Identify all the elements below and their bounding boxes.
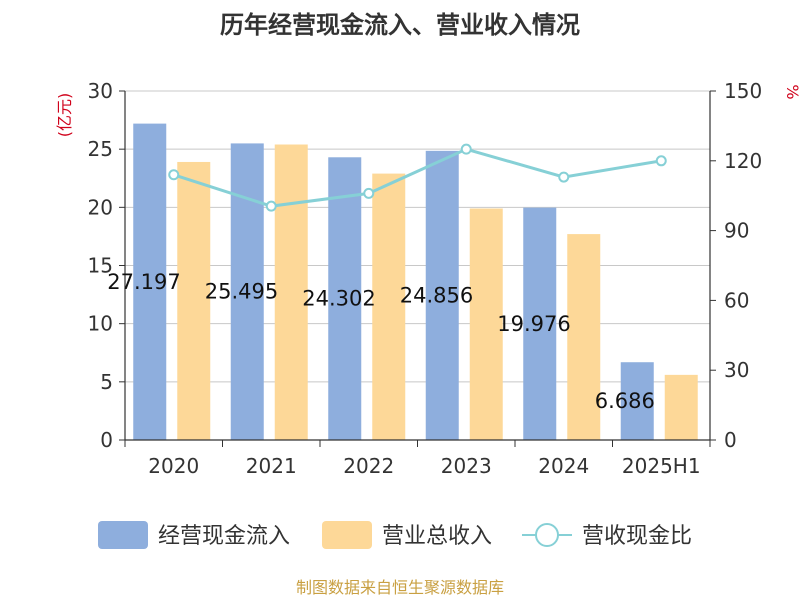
line-revenue-cash-ratio bbox=[173, 147, 662, 208]
bar-cash-inflow bbox=[620, 362, 654, 440]
plot-area: 0 5 10 15 20 25 30 0 30 60 90 120 150 (亿元)% 2020 2021 20… bbox=[55, 79, 800, 478]
y-left-tick-label: 30 bbox=[88, 79, 113, 103]
data-label-cash-inflow: 24.302 bbox=[302, 287, 375, 311]
y-right-tick-label: 150 bbox=[724, 79, 762, 103]
bar-cash-inflow bbox=[133, 123, 167, 441]
y-right-tick-label: 90 bbox=[724, 219, 749, 243]
y-right-tick-label: 30 bbox=[724, 358, 749, 382]
data-label-cash-inflow: 24.856 bbox=[400, 283, 473, 307]
y-left-tick-label: 15 bbox=[88, 254, 113, 278]
x-tick-label: 2022 bbox=[343, 454, 394, 478]
x-tick-label: 2023 bbox=[441, 454, 492, 478]
y-left-tick-label: 20 bbox=[88, 195, 113, 219]
legend-marker-2 bbox=[535, 523, 559, 547]
source-note: 制图数据来自恒生聚源数据库 bbox=[296, 578, 504, 597]
legend-swatch-1 bbox=[322, 521, 372, 549]
bar-revenue bbox=[372, 173, 406, 440]
x-tick-label: 2021 bbox=[246, 454, 297, 478]
y-right-axis-label: % bbox=[783, 84, 800, 99]
line-point-revenue-cash-ratio bbox=[460, 143, 472, 155]
line-point-revenue-cash-ratio bbox=[265, 200, 277, 212]
bar-revenue bbox=[177, 161, 211, 441]
line-point-revenue-cash-ratio bbox=[558, 171, 570, 183]
legend: 经营现金流入 营业总收入 营收现金比 bbox=[98, 521, 692, 549]
y-right-tick-label: 120 bbox=[724, 149, 762, 173]
bar-revenue bbox=[664, 374, 698, 440]
y-right-tick-label: 60 bbox=[724, 288, 749, 312]
bar-revenue bbox=[274, 144, 308, 440]
y-left-tick-label: 0 bbox=[100, 428, 113, 452]
x-tick-label: 2025H1 bbox=[622, 454, 701, 478]
bar-cash-inflow bbox=[425, 150, 459, 441]
data-label-cash-inflow: 27.197 bbox=[107, 270, 180, 294]
line-point-revenue-cash-ratio bbox=[655, 155, 667, 167]
chart-title: 历年经营现金流入、营业收入情况 bbox=[220, 11, 580, 39]
bar-revenue bbox=[567, 234, 601, 440]
data-label-cash-inflow: 25.495 bbox=[205, 280, 278, 304]
x-tick-label: 2024 bbox=[538, 454, 589, 478]
line-point-revenue-cash-ratio bbox=[363, 187, 375, 199]
y-left-tick-label: 25 bbox=[88, 137, 113, 161]
data-label-cash-inflow: 6.686 bbox=[595, 389, 655, 413]
legend-label-1: 营业总收入 bbox=[382, 524, 492, 549]
x-tick-label: 2020 bbox=[148, 454, 199, 478]
legend-swatch-0 bbox=[98, 521, 148, 549]
bar-cash-inflow bbox=[230, 143, 264, 440]
line-point-revenue-cash-ratio bbox=[168, 169, 180, 181]
legend-label-2: 营收现金比 bbox=[582, 524, 692, 549]
y-left-tick-label: 10 bbox=[88, 312, 113, 336]
bar-cash-inflow bbox=[523, 207, 557, 440]
y-left-tick-label: 5 bbox=[100, 370, 113, 394]
legend-label-0: 经营现金流入 bbox=[158, 524, 290, 549]
bar-cash-inflow bbox=[328, 157, 362, 440]
y-left-axis-label: (亿元) bbox=[55, 93, 74, 138]
data-label-cash-inflow: 19.976 bbox=[497, 312, 570, 336]
bar-revenue bbox=[469, 208, 503, 440]
y-right-tick-label: 0 bbox=[724, 428, 737, 452]
